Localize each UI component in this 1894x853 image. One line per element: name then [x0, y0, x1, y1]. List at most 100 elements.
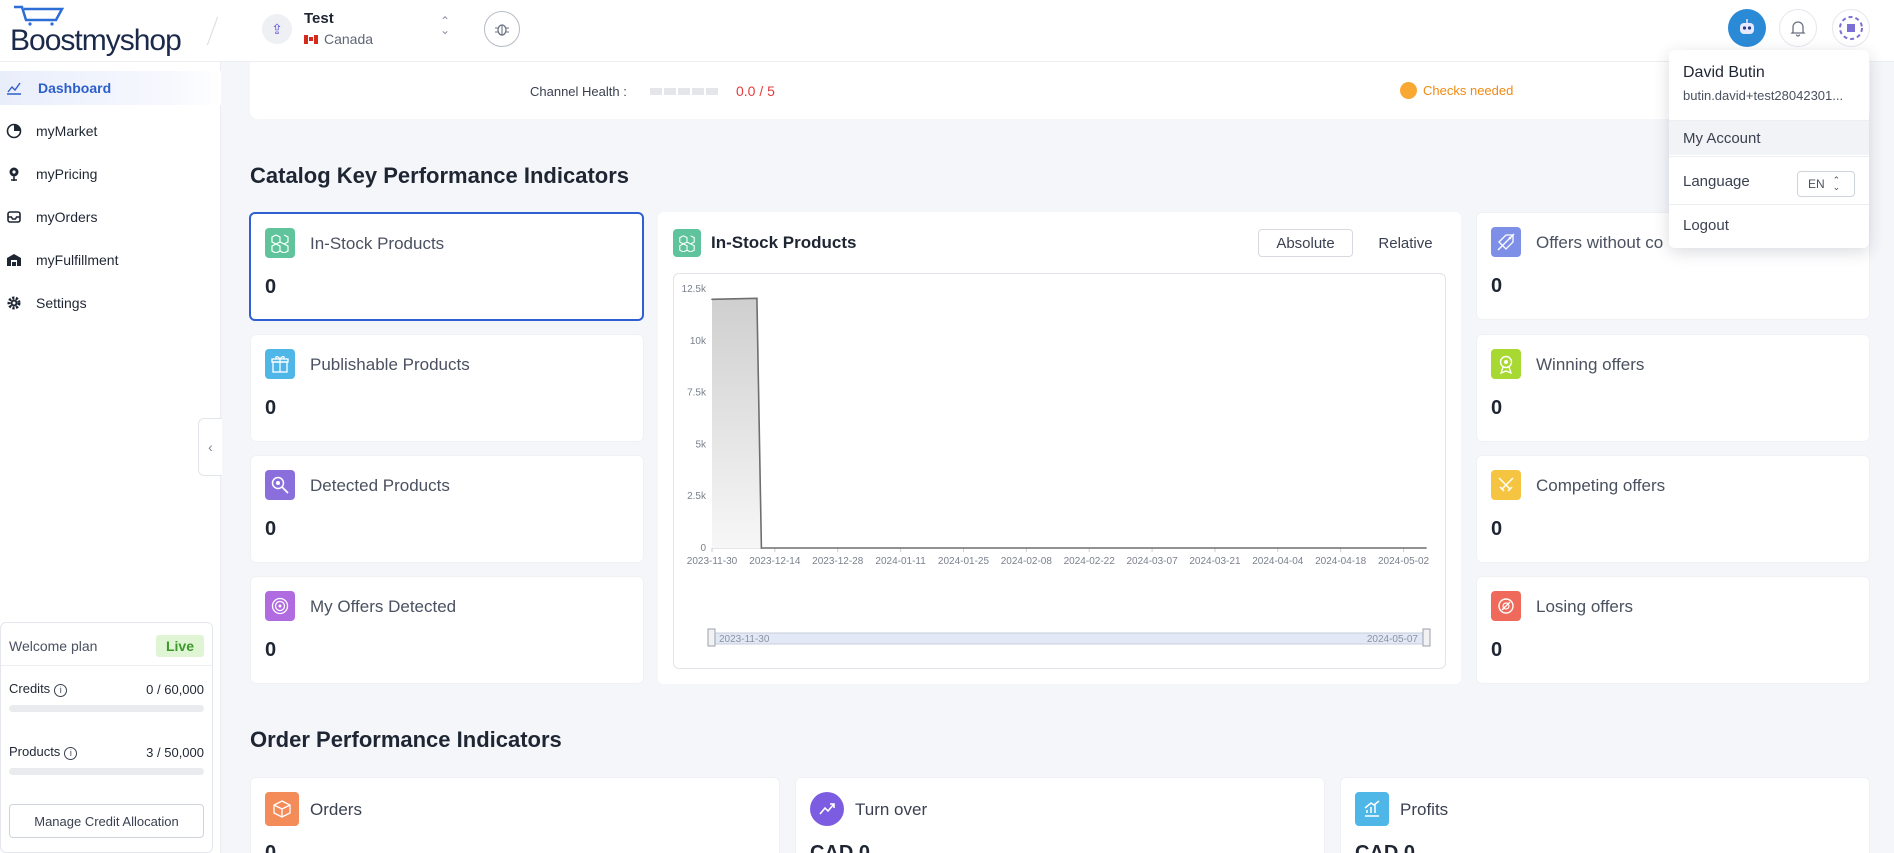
range-handle-right[interactable]: [1422, 628, 1431, 647]
boxes-icon: [673, 229, 701, 257]
user-name: David Butin: [1683, 64, 1765, 81]
y-tick-label: 5k: [695, 439, 707, 450]
x-tick-label: 2024-03-21: [1189, 556, 1241, 567]
user-menu-dropdown: David Butin butin.david+test28042301... …: [1669, 50, 1869, 248]
kpi-card-my-offers-detected[interactable]: My Offers Detected 0: [250, 576, 644, 684]
kpi-value: 0: [1491, 518, 1503, 540]
top-bar: Boostmyshop ⇪ Test Canada ⌃ ⌄: [0, 0, 1894, 62]
products-row: Products i 3 / 50,000: [9, 744, 204, 760]
kpi-card-losing-offers[interactable]: Losing offers 0: [1476, 576, 1870, 684]
gift-icon: [265, 349, 295, 379]
products-value: 3 / 50,000: [146, 744, 204, 760]
series-point[interactable]: [760, 547, 763, 549]
y-tick-label: 10k: [690, 336, 707, 347]
swords-icon: [1491, 470, 1521, 500]
kpi-value: 0: [1491, 275, 1503, 297]
relative-toggle-button[interactable]: Relative: [1378, 234, 1433, 252]
y-tick-label: 2.5k: [687, 491, 707, 502]
sidebar-item-label: myFulfillment: [36, 252, 119, 268]
kpi-value: 0: [1491, 397, 1503, 419]
notifications-button[interactable]: [1779, 9, 1817, 47]
range-end-label: 2024-05-07: [1367, 634, 1419, 645]
checks-needed-link[interactable]: Checks needed: [1400, 82, 1513, 99]
language-select[interactable]: EN ⌃ ⌄: [1797, 171, 1855, 197]
absolute-toggle-button[interactable]: Absolute: [1258, 229, 1353, 257]
pricing-pin-icon: [9, 167, 19, 181]
channel-health-card: Channel Health : 0.0 / 5 Checks needed: [250, 62, 1870, 119]
shop-switch-chevron-icon[interactable]: ⌃ ⌄: [440, 14, 451, 37]
collapse-sidebar-button[interactable]: ‹: [198, 418, 222, 476]
tag-off-icon: [1491, 227, 1521, 257]
gear-icon: [7, 296, 21, 310]
health-rating-bars: [650, 88, 718, 95]
kpi-label: Orders: [310, 800, 362, 819]
user-avatar-button[interactable]: [1832, 9, 1870, 47]
kpi-card-orders[interactable]: Orders 0: [250, 777, 780, 853]
logout-menu-item[interactable]: Logout: [1683, 216, 1729, 234]
y-tick-label: 12.5k: [682, 284, 707, 295]
pie-chart-icon: [6, 123, 22, 139]
target-icon: [265, 591, 295, 621]
kpi-value: 0: [265, 276, 277, 298]
logo[interactable]: Boostmyshop: [10, 5, 182, 58]
range-navigator[interactable]: [711, 632, 1427, 645]
sidebar-item-myorders[interactable]: myOrders: [0, 200, 221, 234]
bug-report-button[interactable]: [484, 11, 520, 47]
range-handle-left[interactable]: [707, 628, 716, 647]
logo-text: Boostmyshop: [10, 24, 182, 57]
kpi-label: Competing offers: [1536, 476, 1666, 495]
kpi-card-winning-offers[interactable]: Winning offers 0: [1476, 334, 1870, 442]
shop-country[interactable]: Canada: [304, 31, 373, 47]
kpi-value: CAD 0: [1355, 842, 1416, 853]
sidebar-item-dashboard[interactable]: Dashboard: [0, 71, 221, 105]
range-start-label: 2023-11-30: [719, 634, 770, 645]
sidebar-item-label: myMarket: [36, 123, 98, 139]
x-tick-label: 2024-04-18: [1315, 556, 1367, 567]
series-point[interactable]: [711, 298, 713, 301]
area-chart[interactable]: 0 2.5k 5k 7.5k 10k 12.5k 2023-11-30 2023-12-14…: [674, 274, 1445, 668]
kpi-value: 0: [265, 639, 277, 661]
info-icon[interactable]: i: [64, 747, 78, 760]
sidebar-item-settings[interactable]: Settings: [0, 286, 221, 320]
sidebar-item-mymarket[interactable]: myMarket: [0, 114, 221, 148]
kpi-card-competing-offers[interactable]: Competing offers 0: [1476, 455, 1870, 563]
series-line[interactable]: [711, 297, 1426, 549]
catalog-section-title: Catalog Key Performance Indicators: [250, 163, 630, 188]
manage-credit-allocation-button[interactable]: Manage Credit Allocation: [9, 804, 204, 838]
credits-progress-bar: [9, 705, 204, 712]
credits-row: Credits i 0 / 60,000: [9, 681, 204, 697]
chevron-left-icon: ‹: [208, 439, 213, 455]
x-tick-label: 2024-02-22: [1064, 556, 1116, 567]
sidebar-item-label: myOrders: [36, 209, 98, 225]
sidebar-item-mypricing[interactable]: myPricing: [0, 157, 221, 191]
products-progress-bar: [9, 768, 204, 775]
kpi-card-publishable[interactable]: Publishable Products 0: [250, 334, 644, 442]
credits-value: 0 / 60,000: [146, 681, 204, 697]
x-tick-label: 2024-05-02: [1378, 556, 1430, 567]
shop-name[interactable]: Test: [304, 10, 334, 27]
credits-label: Credits: [9, 681, 51, 696]
kpi-card-profits[interactable]: Profits CAD 0: [1340, 777, 1870, 853]
kpi-card-in-stock[interactable]: In-Stock Products 0: [249, 212, 644, 321]
series-point[interactable]: [756, 297, 758, 300]
sidebar-item-myfulfillment[interactable]: myFulfillment: [0, 243, 221, 277]
cart-logo-icon: [14, 5, 64, 26]
chevron-updown-icon: ⌃ ⌄: [1832, 175, 1841, 192]
kpi-label: Profits: [1400, 800, 1449, 819]
bug-icon: [495, 24, 509, 36]
kpi-value: 0: [265, 842, 277, 853]
kpi-card-detected[interactable]: Detected Products 0: [250, 455, 644, 563]
my-account-menu-item[interactable]: My Account: [1669, 121, 1869, 155]
kpi-value: 0: [265, 518, 277, 540]
series-point[interactable]: [1425, 547, 1427, 549]
warehouse-icon: [7, 254, 21, 266]
upload-icon[interactable]: ⇪: [262, 14, 292, 44]
inbox-icon: [7, 211, 21, 223]
kpi-label: Publishable Products: [310, 355, 470, 374]
info-icon[interactable]: i: [54, 684, 68, 697]
assistant-bot-button[interactable]: [1728, 9, 1766, 47]
language-value: EN: [1808, 177, 1825, 191]
boxes-icon: [265, 228, 295, 258]
kpi-label: In-Stock Products: [310, 234, 445, 253]
kpi-card-turn-over[interactable]: Turn over CAD 0: [795, 777, 1325, 853]
